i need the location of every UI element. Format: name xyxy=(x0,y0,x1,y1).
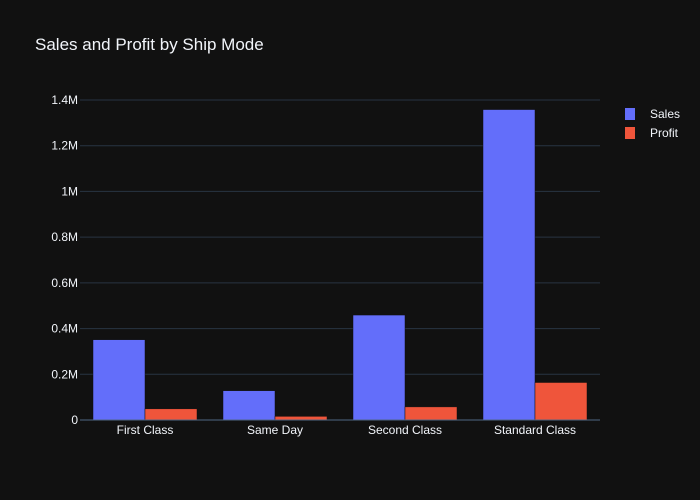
bar-profit-2[interactable] xyxy=(404,406,458,421)
y-tick-label: 0 xyxy=(71,413,78,427)
x-tick-label: Standard Class xyxy=(494,423,576,437)
legend-swatch-profit[interactable] xyxy=(625,127,635,139)
bar-sales-3[interactable] xyxy=(482,109,536,421)
chart-title: Sales and Profit by Ship Mode xyxy=(35,35,264,54)
y-tick-label: 0.6M xyxy=(51,276,78,290)
y-axis-ticks: 0 0.2M 0.4M 0.6M 0.8M 1M 1.2M 1.4M xyxy=(51,93,78,427)
bar-sales-0[interactable] xyxy=(92,339,146,421)
bar-profit-0[interactable] xyxy=(144,408,198,421)
x-tick-label: Second Class xyxy=(368,423,442,437)
y-tick-label: 0.4M xyxy=(51,322,78,336)
y-tick-label: 1M xyxy=(61,184,78,198)
legend-swatch-sales[interactable] xyxy=(625,108,635,120)
bar-sales-2[interactable] xyxy=(352,314,406,421)
gridlines xyxy=(80,99,600,375)
x-axis-ticks: First Class Same Day Second Class Standard … xyxy=(117,423,576,437)
y-tick-label: 0.8M xyxy=(51,230,78,244)
bar-profit-3[interactable] xyxy=(534,382,588,421)
legend-label-profit[interactable]: Profit xyxy=(650,126,679,140)
x-tick-label: First Class xyxy=(117,423,174,437)
y-tick-label: 1.2M xyxy=(51,139,78,153)
legend[interactable]: Sales Profit xyxy=(625,107,680,140)
bar-profit-1[interactable] xyxy=(274,416,328,421)
bar-sales-1[interactable] xyxy=(222,390,276,421)
y-tick-label: 0.2M xyxy=(51,367,78,381)
bars xyxy=(92,109,588,421)
x-tick-label: Same Day xyxy=(247,423,303,437)
legend-label-sales[interactable]: Sales xyxy=(650,107,680,121)
y-tick-label: 1.4M xyxy=(51,93,78,107)
